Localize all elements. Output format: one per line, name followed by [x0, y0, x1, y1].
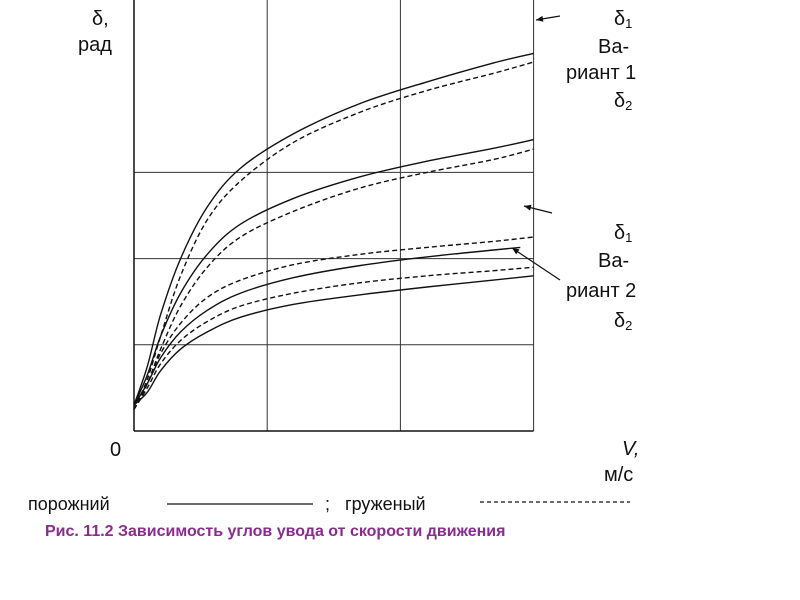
figure-caption: Рис. 11.2 Зависимость углов увода от ско… — [45, 523, 506, 540]
annotation-arrows — [511, 15, 561, 281]
v2-variant-label-a: Ва- — [598, 250, 630, 272]
arrow-v2-d2-shaft — [511, 247, 561, 281]
curve-v2-d1-dashed — [133, 236, 534, 410]
v2-variant-label-b: риант 2 — [566, 280, 637, 302]
legend-separator: ; — [325, 494, 331, 514]
curve-v2-d2-solid — [133, 275, 534, 406]
arrow-v2-d1-head — [524, 204, 532, 211]
arrow-v1-d1-head — [536, 15, 544, 22]
x-axis-unit: м/с — [604, 464, 634, 486]
grid-lines — [134, 0, 535, 431]
curve-v1-d2-solid — [133, 138, 534, 406]
y-axis-label: δ, — [92, 8, 109, 30]
curve-v2-d1-solid — [133, 246, 521, 406]
curve-v1-d1-solid — [133, 52, 534, 406]
y-axis-unit: рад — [78, 34, 112, 56]
legend-loaded-label: груженый — [345, 494, 426, 514]
arrow-v1-d1 — [535, 15, 561, 22]
v1-delta1-label: δ1 — [614, 8, 633, 31]
arrow-v2-d1 — [523, 204, 553, 214]
arrow-v2-d2-head — [512, 248, 520, 255]
v1-variant-label-b: риант 1 — [566, 62, 637, 84]
v2-delta2-label: δ2 — [614, 310, 633, 333]
origin-label: 0 — [110, 439, 122, 461]
v1-delta2-label: δ2 — [614, 90, 633, 113]
legend-empty-label: порожний — [28, 494, 110, 514]
legend-lines — [167, 501, 630, 505]
v2-delta1-label: δ1 — [614, 222, 633, 245]
curves — [133, 52, 534, 410]
curve-v1-d2-dashed — [133, 148, 534, 410]
arrow-v2-d2 — [511, 247, 561, 281]
x-axis-label: V, — [622, 438, 640, 460]
curve-v2-d2-dashed — [133, 266, 534, 410]
v1-variant-label-a: Ва- — [598, 36, 630, 58]
axes — [133, 0, 534, 432]
